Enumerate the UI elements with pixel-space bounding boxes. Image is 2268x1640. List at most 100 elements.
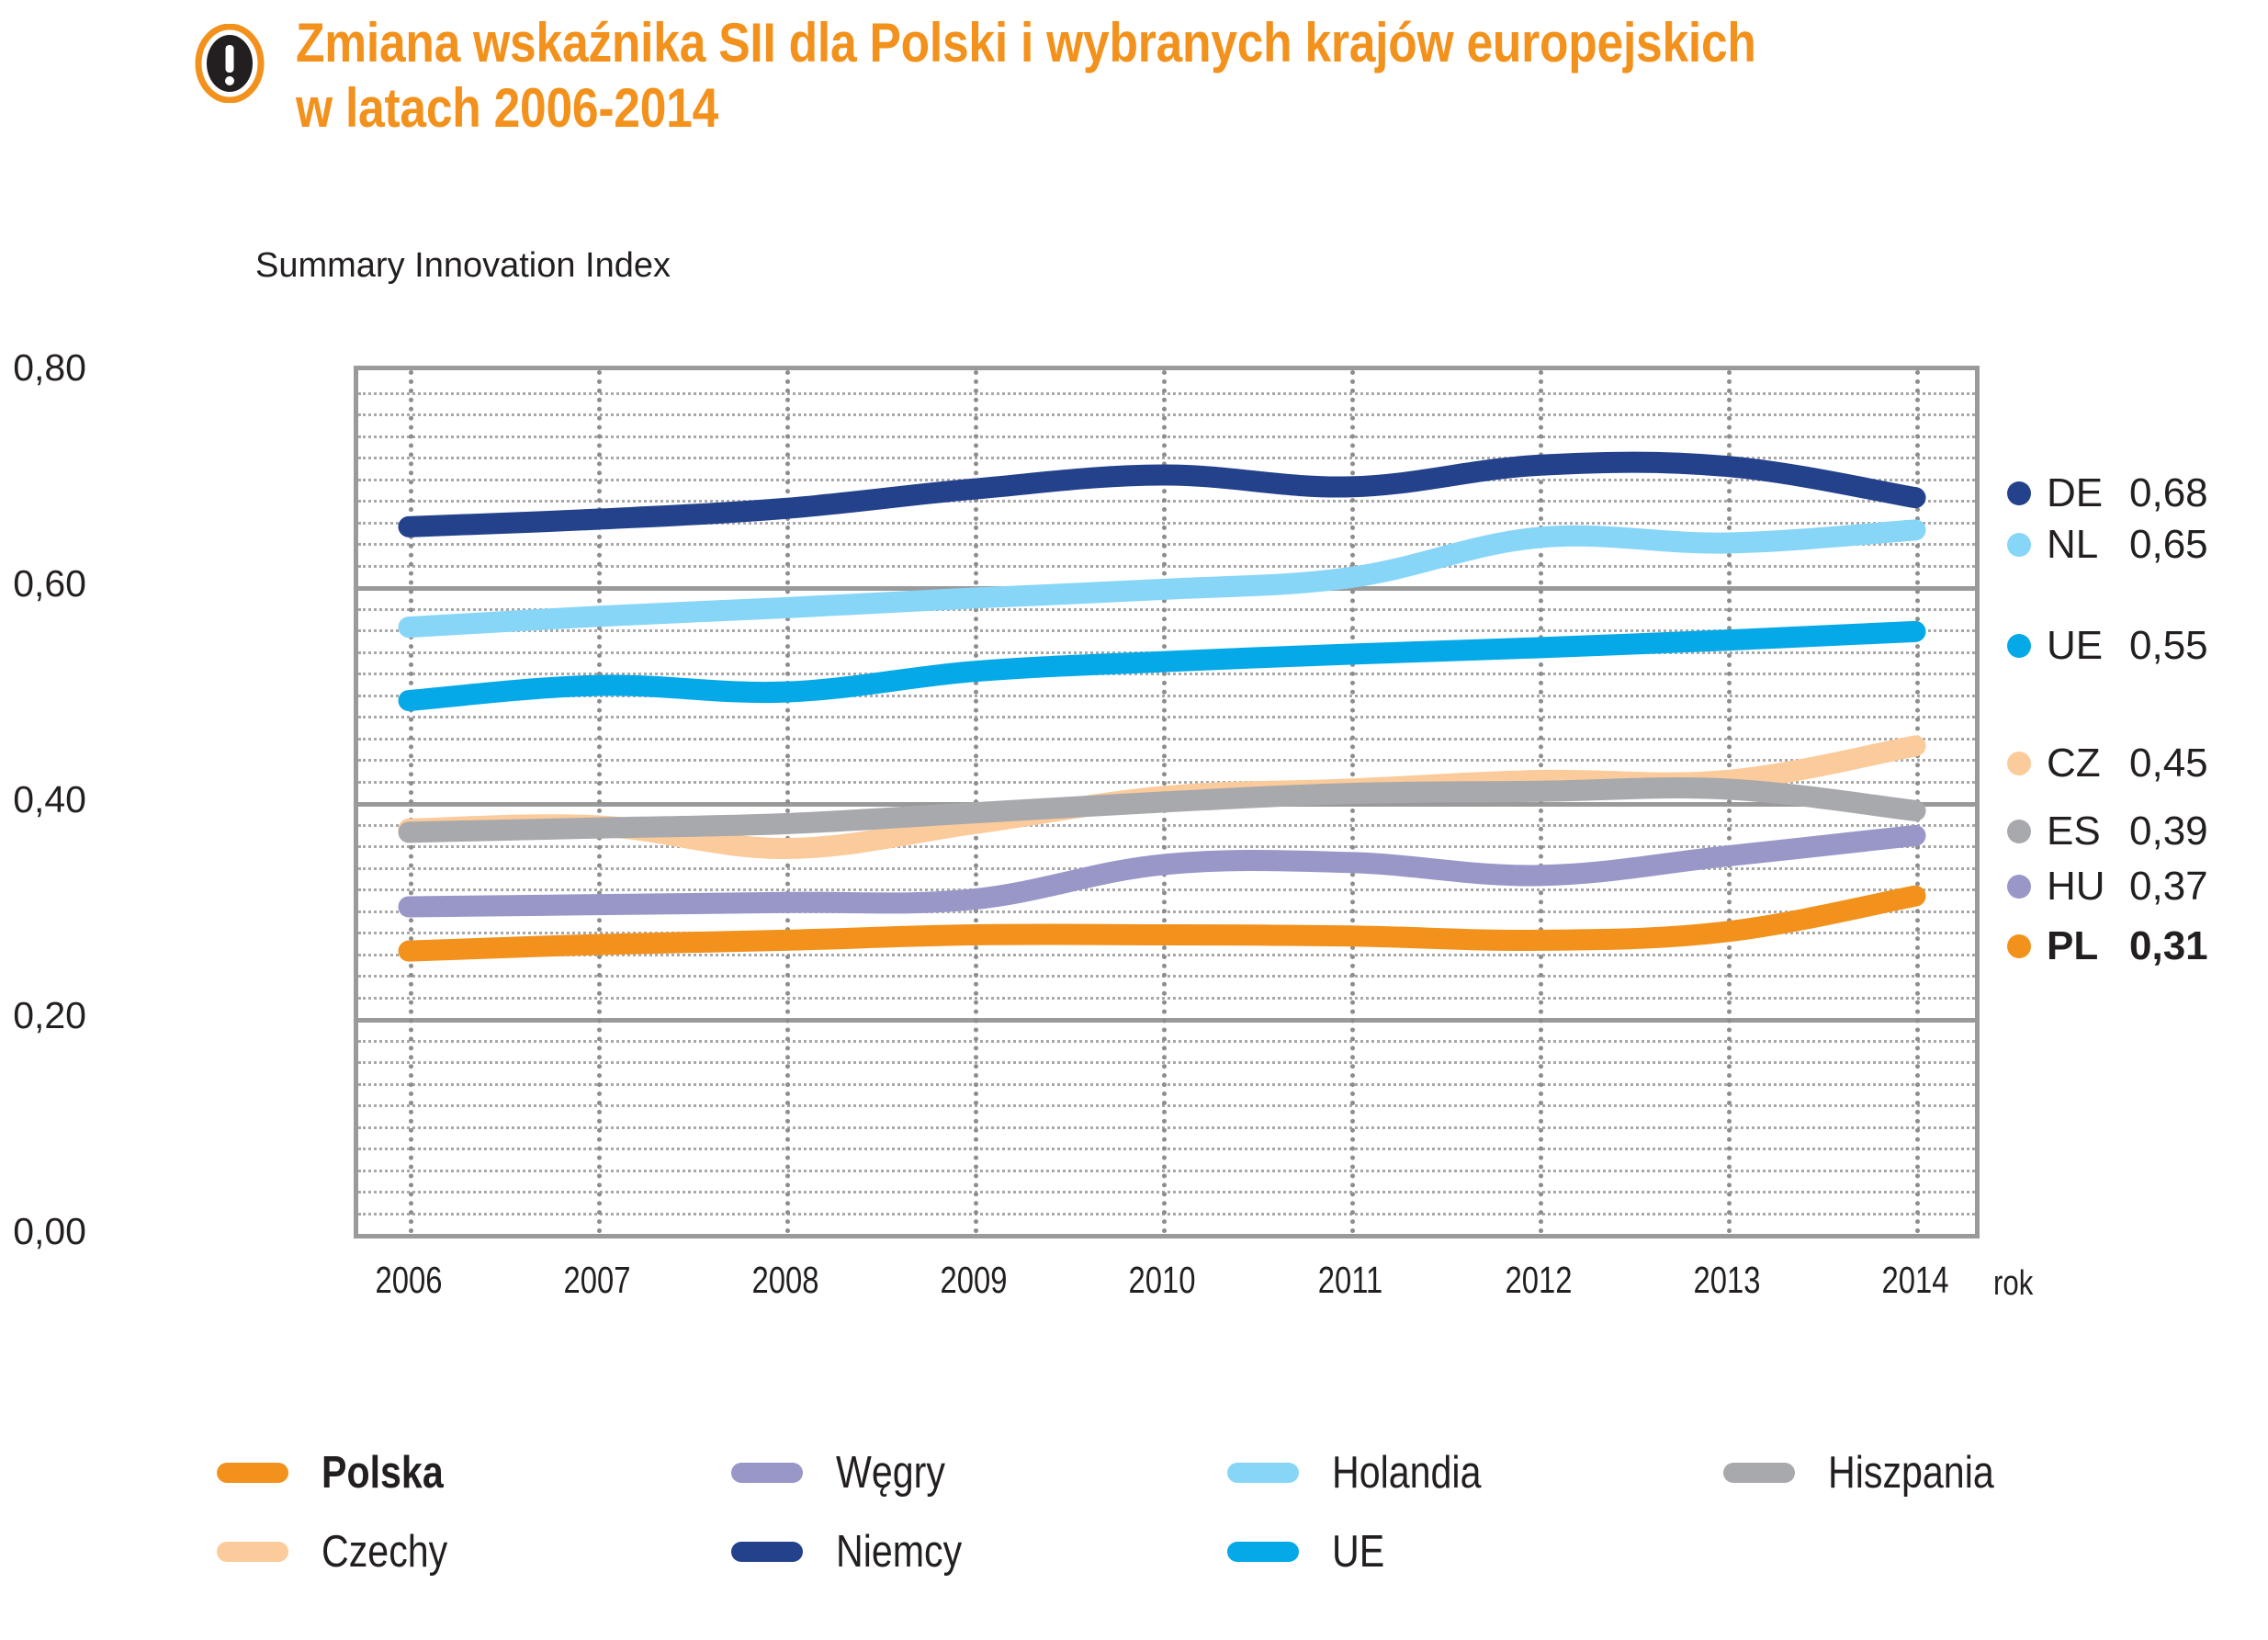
gridline-minor xyxy=(358,996,1975,1000)
series-line-nl xyxy=(398,519,1926,639)
gridline-vertical xyxy=(1539,370,1543,1234)
legend-swatch xyxy=(217,1542,288,1562)
end-label-code: HU xyxy=(2047,864,2105,909)
gridline-minor xyxy=(358,716,1975,718)
y-tick-value: 0,00 xyxy=(13,1210,86,1252)
gridline-minor xyxy=(358,564,1975,568)
x-tick-label: 2011 xyxy=(1317,1259,1383,1301)
gridline-minor xyxy=(358,543,1975,546)
x-axis-caption: rok xyxy=(1993,1264,2034,1303)
gridline-minor xyxy=(358,457,1975,459)
y-tick-value: 0,60 xyxy=(13,562,86,605)
series-line-es xyxy=(398,777,1926,843)
end-label-code: DE xyxy=(2047,470,2104,515)
legend-label: UE xyxy=(1332,1527,1385,1577)
legend-item-polska[interactable]: Polska xyxy=(217,1447,731,1499)
series-marker-dot xyxy=(2007,934,2031,958)
gridline-minor xyxy=(358,607,1975,611)
legend-label: Węgry xyxy=(836,1448,945,1498)
legend-item-niemcy[interactable]: Niemcy xyxy=(731,1526,1227,1578)
chart-legend: Polska Węgry Holandia Hiszpania Czechy Niemcy… xyxy=(217,1433,2109,1591)
gridline-minor xyxy=(358,780,1975,784)
end-label-code: UE xyxy=(2047,623,2104,668)
series-marker-dot xyxy=(2007,533,2031,557)
page-title: Zmiana wskaźnika SII dla Polski i wybran… xyxy=(296,11,1828,141)
gridline-minor xyxy=(358,888,1975,891)
y-tick-value: 0,40 xyxy=(13,778,86,820)
legend-label: Holandia xyxy=(1332,1448,1482,1498)
legend-swatch xyxy=(731,1463,803,1483)
gridline-minor xyxy=(358,1082,1975,1086)
legend-item-czechy[interactable]: Czechy xyxy=(217,1526,731,1578)
series-line-hu xyxy=(398,824,1926,918)
legend-item-holandia[interactable]: Holandia xyxy=(1227,1447,1723,1499)
end-label-cz: CZ 0,45 xyxy=(2007,741,2208,786)
x-tick-label: 2012 xyxy=(1505,1259,1573,1301)
series-line-pl xyxy=(398,885,1926,962)
legend-label: Hiszpania xyxy=(1828,1448,1994,1498)
gridline-minor xyxy=(358,694,1975,697)
gridline-minor xyxy=(358,500,1975,503)
gridline-minor xyxy=(358,823,1975,827)
end-label-pl: PL 0,31 xyxy=(2007,923,2208,969)
legend-swatch xyxy=(217,1463,288,1483)
legend-swatch xyxy=(1723,1463,1795,1483)
end-label-hu: HU 0,37 xyxy=(2007,864,2208,910)
x-tick-label: 2010 xyxy=(1128,1259,1196,1301)
y-axis-caption: Summary Innovation Index xyxy=(255,246,671,285)
legend-label: Niemcy xyxy=(836,1527,963,1577)
end-label-value: 0,68 xyxy=(2129,470,2208,515)
end-label-code: CZ xyxy=(2047,741,2101,786)
legend-label: Czechy xyxy=(322,1527,448,1577)
page-header: Zmiana wskaźnika SII dla Polski i wybran… xyxy=(195,11,2078,141)
gridline-minor xyxy=(358,413,1975,416)
gridline-minor xyxy=(358,1148,1975,1150)
end-label-de: DE 0,68 xyxy=(2007,470,2208,516)
end-label-nl: NL 0,65 xyxy=(2007,522,2208,568)
x-tick-label: 2014 xyxy=(1881,1259,1949,1301)
gridline-vertical xyxy=(409,370,413,1234)
gridline-vertical xyxy=(597,370,602,1234)
gridline-minor xyxy=(358,1039,1975,1043)
x-tick-label: 2006 xyxy=(375,1259,443,1301)
end-label-value: 0,39 xyxy=(2129,809,2208,854)
gridline-minor xyxy=(358,845,1975,848)
legend-label: Polska xyxy=(322,1448,444,1498)
gridline-minor xyxy=(358,737,1975,741)
end-label-value: 0,65 xyxy=(2129,522,2208,567)
series-marker-dot xyxy=(2007,481,2031,505)
end-label-value: 0,37 xyxy=(2129,864,2208,909)
series-lines xyxy=(398,451,1926,962)
legend-item-hiszpania[interactable]: Hiszpania xyxy=(1723,1447,2109,1499)
y-tick-value: 0,20 xyxy=(13,994,86,1036)
plot-area xyxy=(354,366,1980,1238)
series-line-de xyxy=(398,451,1926,537)
end-label-es: ES 0,39 xyxy=(2007,809,2208,854)
legend-swatch xyxy=(731,1542,803,1562)
series-marker-dot xyxy=(2007,634,2031,658)
exclamation-circle-icon xyxy=(195,24,265,103)
end-label-code: NL xyxy=(2047,522,2099,567)
x-tick-label: 2013 xyxy=(1693,1259,1761,1301)
x-tick-label: 2007 xyxy=(563,1259,631,1301)
gridline-minor xyxy=(358,975,1975,978)
legend-swatch xyxy=(1227,1542,1299,1562)
gridline-minor xyxy=(358,910,1975,913)
legend-item-węgry[interactable]: Węgry xyxy=(731,1447,1227,1499)
gridline-minor xyxy=(358,953,1975,956)
end-label-value: 0,55 xyxy=(2129,623,2208,668)
series-line-ue xyxy=(398,620,1926,712)
series-marker-dot xyxy=(2007,820,2031,843)
legend-item-ue[interactable]: UE xyxy=(1227,1526,1723,1578)
gridline-major xyxy=(354,1018,1980,1023)
end-label-code: PL xyxy=(2047,923,2099,968)
end-label-code: ES xyxy=(2047,809,2101,854)
page-title-line-2: w latach 2006-2014 xyxy=(296,76,719,139)
gridline-minor xyxy=(358,629,1975,632)
gridline-minor xyxy=(358,391,1975,395)
gridline-vertical xyxy=(785,370,790,1234)
page-title-line-1: Zmiana wskaźnika SII dla Polski i wybran… xyxy=(296,12,1756,74)
gridline-vertical xyxy=(1727,370,1732,1234)
gridline-minor xyxy=(358,521,1975,525)
